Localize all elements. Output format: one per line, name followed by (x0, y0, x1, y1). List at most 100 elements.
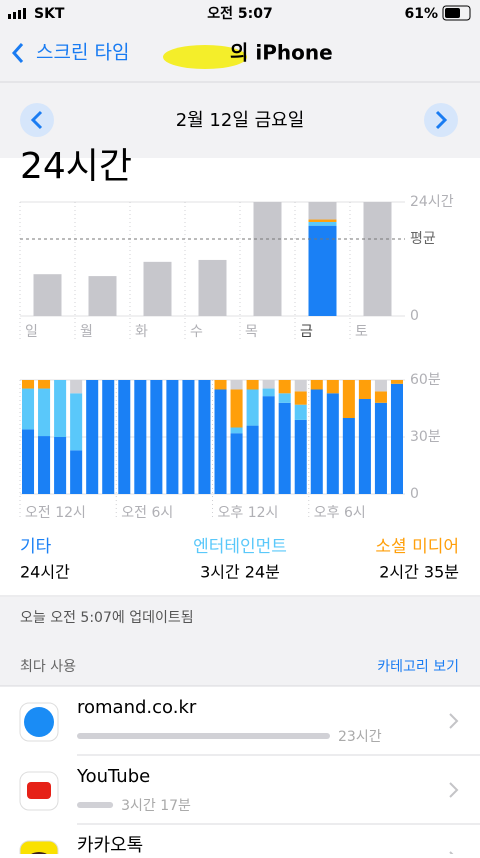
bar-segment (246, 425, 259, 494)
battery-text: 61% (404, 6, 438, 22)
y-tick-label: 24시간 (410, 194, 454, 210)
bar-segment (134, 380, 147, 494)
app-name: YouTube (76, 766, 150, 787)
bar-segment (390, 383, 403, 494)
usage-time: 23시간 (338, 729, 382, 745)
app-row[interactable]: 카카오톡 (19, 835, 458, 858)
bar-segment (310, 389, 323, 494)
bar-segment (342, 418, 355, 494)
bar-segment (294, 404, 307, 420)
bar-segment (326, 380, 339, 394)
header-bg (0, 0, 480, 158)
bar (253, 202, 282, 316)
total-time: 24시간 (20, 146, 132, 187)
x-tick-label: 목 (245, 324, 258, 340)
bar-segment (214, 389, 227, 494)
carrier: SKT (34, 6, 65, 22)
bar-segment (390, 380, 403, 384)
bar-segment (38, 436, 51, 494)
bar-segment (294, 380, 307, 392)
updated: 오늘 오전 5:07에 업데이트됨 (20, 610, 194, 626)
bar-segment (166, 380, 179, 494)
app-row[interactable]: YouTube 3시간 17분 (19, 766, 459, 814)
x-tick-label: 월 (80, 324, 93, 340)
legend: 기타 24시간 엔터테인먼트 3시간 24분 소셜 미디어 2시간 35분 (20, 537, 459, 582)
usage-bar (77, 802, 114, 808)
bar (88, 276, 117, 316)
back-button[interactable]: 스크린 타임 (36, 42, 129, 64)
bar-segment (38, 380, 51, 389)
safari-icon (24, 707, 54, 737)
section-title: 최다 사용 (20, 659, 76, 675)
bar-segment (102, 380, 115, 494)
bar-segment (54, 437, 67, 494)
bar-segment (150, 380, 163, 494)
app-row[interactable]: romand.co.kr 23시간 (19, 697, 459, 745)
bar-segment (70, 380, 83, 394)
legend-time: 2시간 35분 (379, 563, 459, 582)
bar-segment (310, 380, 323, 390)
bar-segment (374, 391, 387, 403)
bar-segment (182, 380, 195, 494)
bar (33, 274, 62, 316)
battery-level (445, 8, 460, 18)
youtube-icon (27, 782, 51, 799)
bar (363, 202, 392, 316)
x-tick-label: 오후 6시 (314, 505, 366, 521)
bar-segment (230, 389, 243, 428)
bar-segment (262, 396, 275, 494)
bar-segment (342, 380, 355, 418)
bar-segment (70, 450, 83, 494)
bar-segment (38, 388, 51, 437)
x-tick-label: 화 (135, 324, 148, 340)
x-tick-label: 토 (355, 324, 368, 340)
y-tick-label: 60분 (410, 372, 441, 388)
usage-time: 3시간 17분 (121, 798, 191, 814)
usage-bar (77, 733, 330, 739)
bar-segment (230, 427, 243, 434)
bar-segment (308, 225, 337, 316)
chevron (449, 782, 459, 798)
signal (8, 8, 26, 19)
x-tick-label: 수 (190, 324, 203, 340)
bar-segment (118, 380, 131, 494)
bar-segment (70, 393, 83, 451)
x-tick-label: 일 (25, 324, 38, 340)
legend-name: 엔터테인먼트 (193, 537, 287, 557)
bar-segment (358, 380, 371, 399)
next-day[interactable] (424, 103, 458, 137)
bar-segment (54, 380, 67, 437)
bar-segment (262, 380, 275, 389)
bar-segment (308, 221, 337, 226)
y-tick-label: 30분 (410, 429, 441, 445)
prev-day[interactable] (20, 103, 54, 137)
legend-time: 24시간 (20, 563, 70, 582)
bar-segment (278, 393, 291, 403)
app-name: 카카오톡 (77, 835, 143, 854)
bar-segment (86, 380, 99, 494)
bar-segment (214, 380, 227, 390)
bar (143, 261, 172, 316)
bar-segment (326, 393, 339, 494)
info-bg (0, 597, 480, 686)
date-bar (0, 82, 480, 158)
average-label: 평균 (410, 231, 436, 247)
bar-segment (230, 433, 243, 494)
x-tick-label: 오후 12시 (218, 505, 279, 521)
bar-segment (246, 389, 259, 426)
back-arrow[interactable] (11, 43, 24, 63)
redaction (163, 45, 247, 69)
clock: 오전 5:07 (207, 5, 272, 22)
bar-segment (294, 419, 307, 494)
x-tick-label: 오전 6시 (121, 505, 173, 521)
category-link[interactable]: 카테고리 보기 (377, 659, 459, 675)
bar-segment (374, 380, 387, 392)
prev-icon (30, 110, 43, 130)
bar-segment (294, 391, 307, 405)
app-name: romand.co.kr (77, 697, 197, 718)
legend-name: 기타 (20, 537, 52, 557)
bar-segment (22, 388, 35, 430)
bar-segment (358, 399, 371, 494)
bar-segment (22, 380, 35, 389)
